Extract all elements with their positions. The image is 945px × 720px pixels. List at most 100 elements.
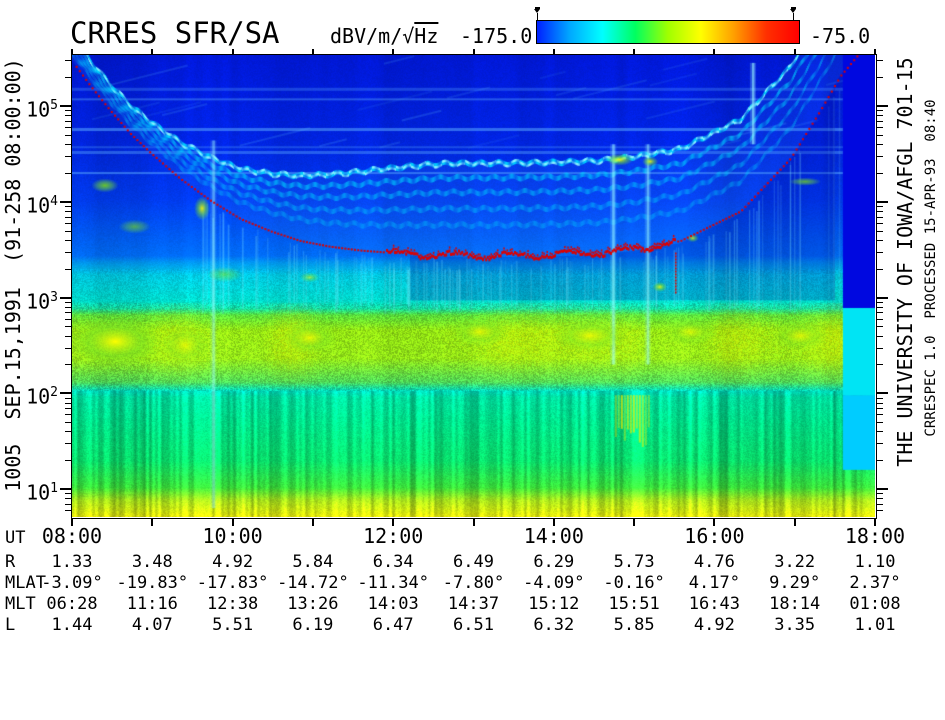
table-cell-r: 6.29 [533,552,575,572]
table-cell-mlat: 9.29° [769,573,821,593]
y-axis-minor-tick [65,110,71,112]
y-axis-tick [60,200,71,203]
y-axis-minor-tick [877,503,883,505]
y-axis-minor-tick [877,230,883,232]
table-cell-mlt: 13:26 [287,594,339,614]
y-axis-label: 102 [26,384,58,409]
table-cell-mlt: 12:38 [207,594,259,614]
x-axis-tick-top [151,49,154,54]
x-axis-tick [472,518,475,526]
colorbar-min-label: -175.0 [460,24,533,48]
y-axis-tick [60,392,71,395]
y-axis-minor-tick [65,402,71,404]
y-axis-minor-tick [877,510,883,512]
colorbar-marker-right-icon [789,7,797,20]
table-row-label-mlat: MLAT [5,573,46,593]
y-axis-minor-tick [65,77,71,79]
y-axis-minor-tick [877,431,883,433]
y-axis-minor-tick [65,216,71,218]
x-axis-title: UT [5,528,26,548]
y-axis-minor-tick [65,268,71,270]
y-axis-minor-tick [65,206,71,208]
table-cell-mlat: -19.83° [116,573,189,593]
x-axis-tick-top [392,49,395,54]
x-axis-tick [231,518,234,526]
y-axis-label: 105 [26,97,58,122]
y-axis-minor-tick [877,216,883,218]
table-row-label-l: L [5,615,16,635]
table-row-label-r: R [5,552,16,572]
y-axis-minor-tick [877,347,883,349]
y-axis-minor-tick [65,115,71,117]
y-axis-minor-tick [65,230,71,232]
y-axis-minor-tick [65,301,71,303]
y-axis-minor-tick [877,443,883,445]
table-cell-mlat: 4.17° [688,573,740,593]
y-axis-minor-tick [65,134,71,136]
y-axis-minor-tick [877,127,883,129]
x-axis-tick-top [311,49,314,54]
y-axis-minor-tick [877,172,883,174]
x-axis-label: 16:00 [684,524,745,548]
y-axis-minor-tick [877,206,883,208]
table-cell-mlat: 2.37° [849,573,901,593]
y-axis-tick [60,296,71,299]
y-axis-minor-tick [65,211,71,213]
table-cell-mlt: 15:12 [528,594,580,614]
spectrogram-canvas [72,55,875,517]
colorbar [536,20,800,44]
y-axis-label: 104 [26,193,58,218]
y-axis-minor-tick [877,239,883,241]
table-cell-l: 6.47 [372,615,414,635]
x-axis-label: 14:00 [523,524,584,548]
y-axis-minor-tick [65,326,71,328]
y-axis-minor-tick [877,414,883,416]
y-axis-minor-tick [877,402,883,404]
y-axis-minor-tick [65,172,71,174]
y-axis-label: 101 [26,480,58,505]
y-axis-minor-tick [65,414,71,416]
table-cell-r: 5.73 [613,552,655,572]
y-axis-minor-tick [65,498,71,500]
y-axis-minor-tick [65,347,71,349]
table-cell-r: 3.22 [774,552,816,572]
y-axis-tick [877,200,888,203]
table-cell-l: 6.51 [453,615,494,635]
x-axis-tick [392,518,395,526]
x-axis-tick-top [472,49,475,54]
table-cell-l: 1.01 [854,615,896,635]
y-axis-minor-tick [877,498,883,500]
x-axis-label: 18:00 [844,524,906,548]
table-cell-mlt: 06:28 [46,594,98,614]
table-cell-l: 4.92 [693,615,735,635]
y-axis-minor-tick [877,335,883,337]
y-axis-minor-tick [877,251,883,253]
page-title: CRRES SFR/SA [70,16,280,50]
y-axis-minor-tick [65,460,71,462]
table-cell-r: 5.84 [292,552,334,572]
y-axis-minor-tick [65,493,71,495]
y-axis-minor-tick [65,408,71,410]
x-axis-tick [874,518,876,526]
y-axis-minor-tick [65,318,71,320]
table-cell-r: 1.10 [854,552,896,572]
table-cell-mlat: -17.83° [196,573,269,593]
y-axis-minor-tick [877,493,883,495]
y-axis-minor-tick [877,134,883,136]
x-axis-tick [793,518,796,526]
x-axis-tick-top [793,49,796,54]
y-axis-minor-tick [877,397,883,399]
y-axis-minor-tick [877,115,883,117]
table-cell-l: 3.35 [774,615,816,635]
x-axis-tick-top [713,49,716,54]
y-axis-minor-tick [65,144,71,146]
table-cell-r: 4.76 [693,552,735,572]
x-axis-tick-top [231,49,234,54]
y-axis-minor-tick [65,443,71,445]
processing-info-label: CRRESPEC 1.0 PROCESSED 15-APR-93 08:40 [923,99,939,437]
table-cell-r: 4.92 [212,552,254,572]
table-cell-mlat: -4.09° [523,573,585,593]
y-axis-minor-tick [65,127,71,129]
y-axis-minor-tick [877,144,883,146]
table-cell-mlt: 18:14 [769,594,821,614]
